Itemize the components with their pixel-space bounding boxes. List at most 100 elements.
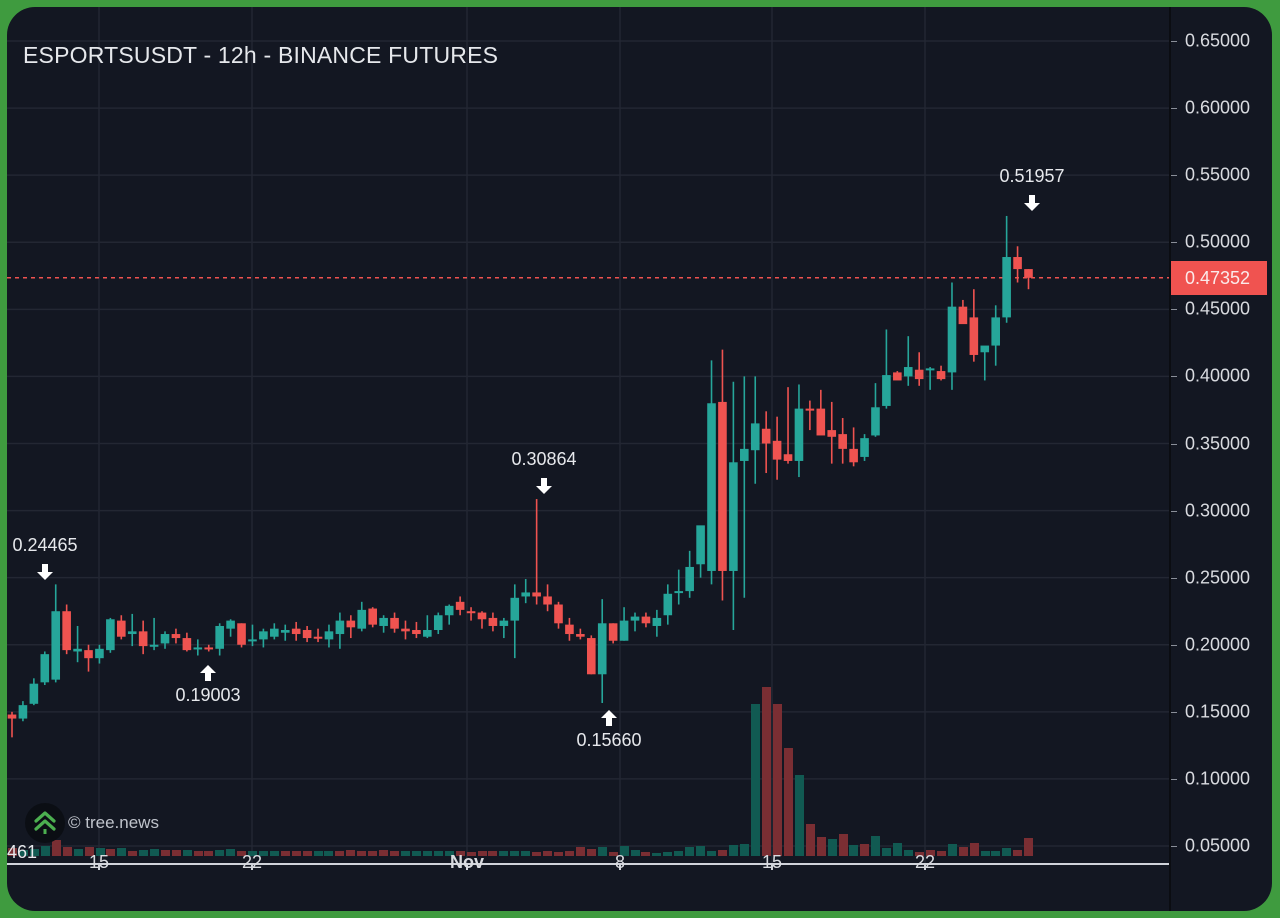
candle-down <box>576 634 585 637</box>
x-tick <box>251 863 253 870</box>
x-axis-label: 8 <box>614 852 626 872</box>
volume-bar <box>226 849 235 856</box>
candle-down <box>346 620 356 628</box>
volume-bar <box>882 848 891 856</box>
candle-down <box>554 604 563 624</box>
volume-bar <box>368 851 377 856</box>
candle-down <box>412 630 421 635</box>
volume-bar <box>499 851 508 856</box>
candle-down <box>84 650 93 659</box>
arrow-up-icon <box>199 664 217 687</box>
candle-down <box>608 623 618 641</box>
candle-down <box>477 612 487 620</box>
candle-down <box>401 628 410 632</box>
candle-up <box>357 609 367 629</box>
volume-bar <box>904 850 913 856</box>
x-tick <box>466 863 468 870</box>
volume-bar <box>478 851 487 856</box>
volume-bar <box>194 851 203 856</box>
y-tick <box>1171 711 1177 713</box>
candle-up <box>29 683 39 704</box>
candle-down <box>291 628 301 635</box>
volume-bar <box>434 851 443 856</box>
volume-bar <box>423 851 432 856</box>
volume-bar <box>543 851 552 856</box>
x-axis-label: 22 <box>914 852 936 872</box>
candle-down <box>237 623 246 645</box>
price-axis[interactable]: 0.47352 0.65000 0.60000 0.55000 0.50000 0.45… <box>1169 7 1272 911</box>
volume-bar <box>456 851 465 856</box>
volume-bar <box>707 851 716 856</box>
low-price-label: 0.15660 <box>576 729 642 750</box>
y-axis-label: 0.60000 <box>1185 97 1251 118</box>
candle-up <box>696 525 705 565</box>
arrow-down-icon <box>1023 194 1041 217</box>
volume-bar <box>379 850 388 856</box>
y-axis-label: 0.55000 <box>1185 164 1251 185</box>
y-tick <box>1171 846 1177 848</box>
candle-down <box>718 401 727 571</box>
candle-down <box>455 601 465 610</box>
volume-bar <box>828 839 837 856</box>
candle-up <box>619 620 629 641</box>
candle-up <box>215 625 224 649</box>
candle-down <box>368 608 377 625</box>
y-axis-label: 0.65000 <box>1185 30 1251 51</box>
volume-bar <box>849 845 858 856</box>
candle-down <box>772 440 782 460</box>
candle-down <box>827 430 837 437</box>
y-tick <box>1171 108 1177 110</box>
candle-up <box>794 408 804 461</box>
volume-bar <box>991 851 1000 856</box>
arrow-up-icon <box>600 709 618 732</box>
volume-bar <box>532 852 541 856</box>
y-axis-label: 0.40000 <box>1185 365 1251 386</box>
volume-bar <box>488 851 497 856</box>
volume-bar <box>981 851 990 856</box>
candle-up <box>95 648 104 659</box>
volume-bar <box>248 851 257 856</box>
volume-bar <box>893 843 902 856</box>
candle-down <box>783 454 793 461</box>
volume-bar <box>303 851 312 856</box>
candle-down <box>532 592 541 597</box>
candle-up <box>248 639 257 642</box>
candle-up <box>433 615 443 631</box>
volume-bar <box>576 847 585 856</box>
candle-down <box>893 372 902 381</box>
candle-up <box>423 630 432 637</box>
volume-bar <box>172 850 181 856</box>
y-axis-label: 0.25000 <box>1185 567 1251 588</box>
high-price-label: 0.51957 <box>999 165 1065 186</box>
low-price-label: 0.19003 <box>175 685 241 706</box>
y-tick <box>1171 644 1177 646</box>
volume-bar <box>762 687 771 856</box>
volume-bar <box>63 847 72 856</box>
volume-bar <box>718 850 727 856</box>
candle-up <box>18 705 28 719</box>
chart-plot-area[interactable] <box>7 7 1169 863</box>
candle-down <box>7 714 17 719</box>
candle-up <box>499 620 509 626</box>
candle-up <box>925 368 935 371</box>
volume-bar <box>773 704 782 856</box>
volume-bar <box>620 846 629 856</box>
x-tick <box>98 863 100 870</box>
candle-down <box>641 616 651 624</box>
y-axis-label: 0.45000 <box>1185 298 1251 319</box>
x-axis-label: Nov <box>449 852 485 872</box>
volume-bar <box>729 845 738 856</box>
x-tick <box>619 863 621 870</box>
y-tick <box>1171 778 1177 780</box>
candle-up <box>663 593 673 616</box>
candle-up <box>193 647 203 650</box>
y-tick <box>1171 309 1177 311</box>
high-price-label: 0.30864 <box>511 449 577 469</box>
candle-up <box>860 438 869 457</box>
volume-bar <box>270 851 279 856</box>
candle-down <box>390 617 399 629</box>
candle-up <box>335 620 345 635</box>
candle-up <box>324 631 334 640</box>
y-tick <box>1171 577 1177 579</box>
volume-bar <box>52 840 61 856</box>
